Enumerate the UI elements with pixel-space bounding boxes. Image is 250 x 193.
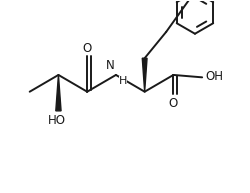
Text: O: O	[168, 96, 177, 109]
Polygon shape	[56, 75, 61, 111]
Polygon shape	[142, 58, 146, 92]
Text: N: N	[106, 59, 114, 72]
Text: O: O	[82, 41, 92, 55]
Text: OH: OH	[204, 70, 222, 83]
Text: H: H	[118, 76, 127, 86]
Text: HO: HO	[48, 114, 66, 127]
